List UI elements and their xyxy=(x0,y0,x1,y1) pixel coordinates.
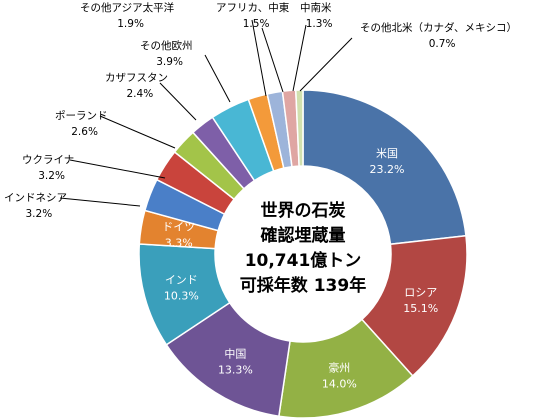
leader-line-11 xyxy=(251,19,267,97)
leader-line-7 xyxy=(69,159,166,179)
slice-0 xyxy=(302,89,467,246)
outer-value-label-7: 3.2% xyxy=(38,170,65,182)
outer-value-label-12: 1.5% xyxy=(243,18,270,30)
leader-line-12 xyxy=(261,27,284,93)
leader-line-14 xyxy=(299,37,353,92)
outer-value-label-6: 3.2% xyxy=(26,208,53,220)
slice-value-label-2: 14.0% xyxy=(322,378,357,391)
outer-name-label-11: その他アジア太平洋 xyxy=(80,1,175,14)
slice-name-label-4: インド xyxy=(165,274,198,287)
outer-name-label-10: その他欧州 xyxy=(140,39,193,52)
leader-line-6 xyxy=(59,197,141,207)
leader-line-9 xyxy=(159,82,197,121)
slice-name-label-2: 豪州 xyxy=(328,361,350,375)
outer-name-label-9: カザフスタン xyxy=(105,72,168,84)
outer-value-label-10: 3.9% xyxy=(156,56,183,68)
outer-name-label-12: アフリカ、中東 xyxy=(216,1,290,14)
outer-value-label-14: 0.7% xyxy=(429,38,456,50)
leader-line-8 xyxy=(99,115,176,149)
outer-name-label-14: その他北米（カナダ、メキシコ） xyxy=(360,21,517,34)
outer-value-label-11: 1.9% xyxy=(117,18,144,30)
leader-line-10 xyxy=(204,54,231,103)
outer-name-label-13: 中南米 xyxy=(300,1,332,14)
slice-value-label-0: 23.2% xyxy=(370,163,405,176)
slices-group xyxy=(138,89,468,419)
slice-value-label-1: 15.1% xyxy=(403,302,438,315)
leader-line-13 xyxy=(292,24,307,92)
outer-value-label-13: 1.3% xyxy=(306,18,333,30)
slice-value-label-5: 3.3% xyxy=(165,236,193,249)
outer-name-label-6: インドネシア xyxy=(4,192,67,204)
center-text-line-0: 世界の石炭 xyxy=(261,200,346,221)
slice-name-label-5: ドイツ xyxy=(162,220,195,233)
center-text-line-1: 確認埋蔵量 xyxy=(261,225,346,246)
center-text-line-2: 10,741億トン xyxy=(245,250,362,271)
center-text-line-3: 可採年数 139年 xyxy=(240,275,366,296)
outer-name-label-7: ウクライナ xyxy=(22,154,74,166)
outer-name-label-8: ポーランド xyxy=(55,110,108,122)
slice-name-label-3: 中国 xyxy=(224,347,246,360)
slice-name-label-1: ロシア xyxy=(404,286,437,299)
labels-group: 米国 23.2% ロシア 15.1% 豪州 14.0% 中国 13.3% インド 10.3% ドイツ… xyxy=(4,1,517,391)
slice-name-label-0: 米国 xyxy=(376,147,398,160)
leader-lines-group xyxy=(59,19,353,207)
slice-14 xyxy=(294,89,304,167)
outer-value-label-8: 2.6% xyxy=(71,126,98,138)
slice-value-label-3: 13.3% xyxy=(218,363,253,376)
slice-value-label-4: 10.3% xyxy=(164,290,199,303)
outer-value-label-9: 2.4% xyxy=(127,88,154,100)
